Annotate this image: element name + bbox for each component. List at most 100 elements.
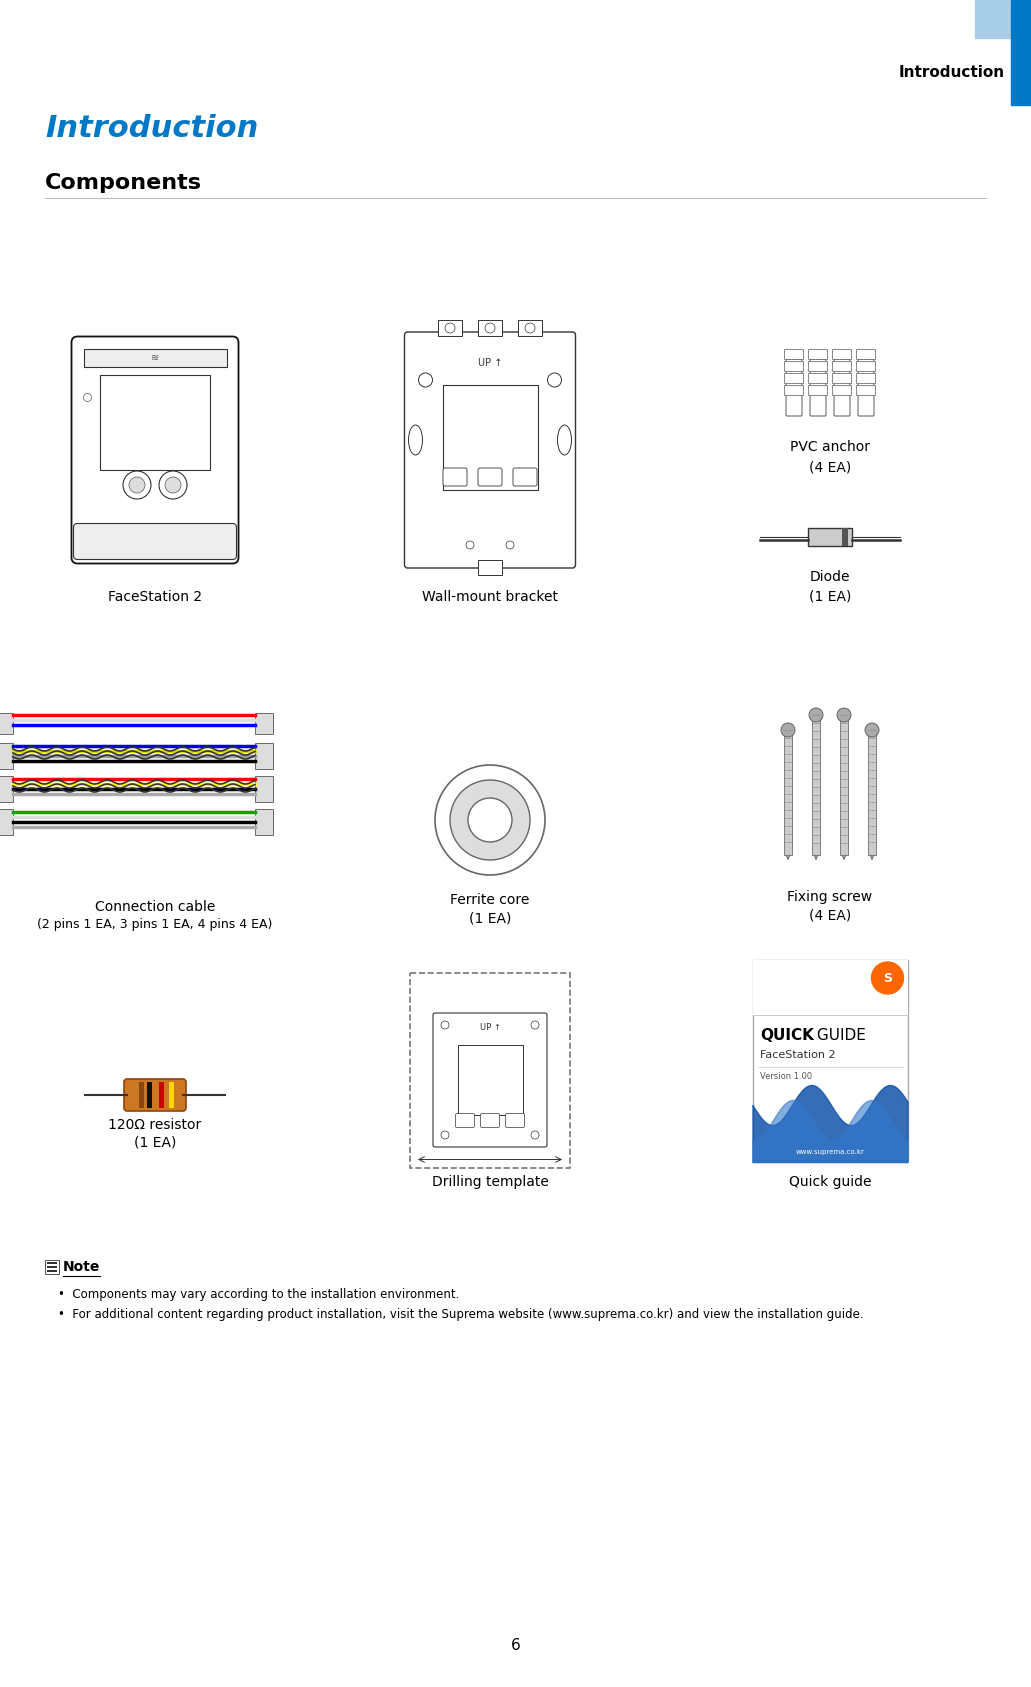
Ellipse shape xyxy=(408,425,423,455)
FancyBboxPatch shape xyxy=(832,386,852,395)
Text: FaceStation 2: FaceStation 2 xyxy=(761,1049,836,1059)
FancyBboxPatch shape xyxy=(433,1012,547,1147)
Text: (4 EA): (4 EA) xyxy=(809,908,852,923)
FancyBboxPatch shape xyxy=(834,359,850,417)
Bar xyxy=(784,730,792,855)
Bar xyxy=(255,810,273,835)
FancyBboxPatch shape xyxy=(513,467,537,486)
FancyBboxPatch shape xyxy=(124,1080,186,1112)
Circle shape xyxy=(123,471,151,499)
Circle shape xyxy=(159,471,187,499)
Text: Note: Note xyxy=(63,1260,100,1274)
Circle shape xyxy=(781,724,795,737)
Text: Introduction: Introduction xyxy=(45,113,259,142)
FancyArrowPatch shape xyxy=(870,855,873,859)
Bar xyxy=(518,321,542,336)
FancyBboxPatch shape xyxy=(808,361,828,371)
FancyBboxPatch shape xyxy=(785,349,803,359)
FancyBboxPatch shape xyxy=(857,361,875,371)
FancyBboxPatch shape xyxy=(808,349,828,359)
Bar xyxy=(753,960,907,1161)
Text: Quick guide: Quick guide xyxy=(789,1176,871,1189)
Circle shape xyxy=(466,542,474,548)
Bar xyxy=(438,321,462,336)
Bar xyxy=(753,960,907,1016)
FancyArrowPatch shape xyxy=(814,855,818,859)
Text: (4 EA): (4 EA) xyxy=(809,461,852,474)
Circle shape xyxy=(506,542,514,548)
Bar xyxy=(975,0,1031,39)
Circle shape xyxy=(809,709,823,722)
Circle shape xyxy=(531,1021,539,1029)
Circle shape xyxy=(435,764,545,876)
Bar xyxy=(159,1081,164,1108)
Circle shape xyxy=(531,1130,539,1139)
Bar xyxy=(840,715,849,855)
FancyBboxPatch shape xyxy=(478,467,502,486)
Bar xyxy=(0,776,13,801)
Circle shape xyxy=(129,477,145,493)
FancyBboxPatch shape xyxy=(785,386,803,395)
FancyBboxPatch shape xyxy=(785,373,803,383)
Circle shape xyxy=(865,724,879,737)
FancyBboxPatch shape xyxy=(443,467,467,486)
Text: Version 1.00: Version 1.00 xyxy=(761,1071,812,1081)
Bar xyxy=(478,321,502,336)
Text: www.suprema.co.kr: www.suprema.co.kr xyxy=(796,1149,864,1156)
FancyBboxPatch shape xyxy=(832,373,852,383)
FancyBboxPatch shape xyxy=(71,336,238,563)
FancyBboxPatch shape xyxy=(786,359,802,417)
Text: Diode: Diode xyxy=(809,570,851,584)
Circle shape xyxy=(837,709,851,722)
FancyBboxPatch shape xyxy=(832,361,852,371)
Text: (1 EA): (1 EA) xyxy=(808,590,852,604)
Bar xyxy=(47,1265,57,1269)
Text: Wall-mount bracket: Wall-mount bracket xyxy=(422,590,558,604)
Text: (1 EA): (1 EA) xyxy=(134,1135,176,1151)
Text: •  Components may vary according to the installation environment.: • Components may vary according to the i… xyxy=(58,1287,460,1301)
Bar xyxy=(84,349,227,366)
Bar xyxy=(169,1081,174,1108)
FancyBboxPatch shape xyxy=(810,359,826,417)
Bar xyxy=(45,1260,59,1274)
Text: Drilling template: Drilling template xyxy=(432,1176,548,1189)
Text: 6: 6 xyxy=(510,1638,521,1653)
Bar xyxy=(410,972,570,1167)
Bar xyxy=(1011,0,1031,105)
Bar xyxy=(0,714,13,734)
FancyBboxPatch shape xyxy=(785,361,803,371)
Circle shape xyxy=(84,393,92,402)
Text: FaceStation 2: FaceStation 2 xyxy=(108,590,202,604)
Bar xyxy=(458,1044,523,1115)
FancyBboxPatch shape xyxy=(857,349,875,359)
Circle shape xyxy=(525,322,535,332)
Bar xyxy=(139,1081,144,1108)
Bar xyxy=(442,385,537,489)
Bar xyxy=(255,776,273,801)
Bar xyxy=(0,742,13,769)
FancyBboxPatch shape xyxy=(808,386,828,395)
FancyBboxPatch shape xyxy=(480,1113,499,1127)
FancyArrowPatch shape xyxy=(842,855,845,859)
Bar xyxy=(478,560,502,575)
FancyArrowPatch shape xyxy=(787,855,790,859)
Bar xyxy=(147,1081,152,1108)
Text: Ferrite core: Ferrite core xyxy=(451,892,530,908)
Bar xyxy=(812,715,820,855)
Circle shape xyxy=(441,1021,448,1029)
Text: 120Ω resistor: 120Ω resistor xyxy=(108,1118,202,1132)
Bar xyxy=(842,528,849,547)
Text: Components: Components xyxy=(45,174,202,192)
Circle shape xyxy=(485,322,495,332)
Bar xyxy=(808,528,852,547)
Text: (1 EA): (1 EA) xyxy=(469,911,511,924)
Text: UP ↑: UP ↑ xyxy=(479,1022,500,1031)
Text: (2 pins 1 EA, 3 pins 1 EA, 4 pins 4 EA): (2 pins 1 EA, 3 pins 1 EA, 4 pins 4 EA) xyxy=(37,918,272,931)
Text: ≋: ≋ xyxy=(151,353,159,363)
Circle shape xyxy=(468,798,512,842)
FancyBboxPatch shape xyxy=(456,1113,474,1127)
Text: S: S xyxy=(883,972,892,985)
Ellipse shape xyxy=(558,425,571,455)
FancyBboxPatch shape xyxy=(858,359,874,417)
Text: QUICK: QUICK xyxy=(761,1027,814,1043)
